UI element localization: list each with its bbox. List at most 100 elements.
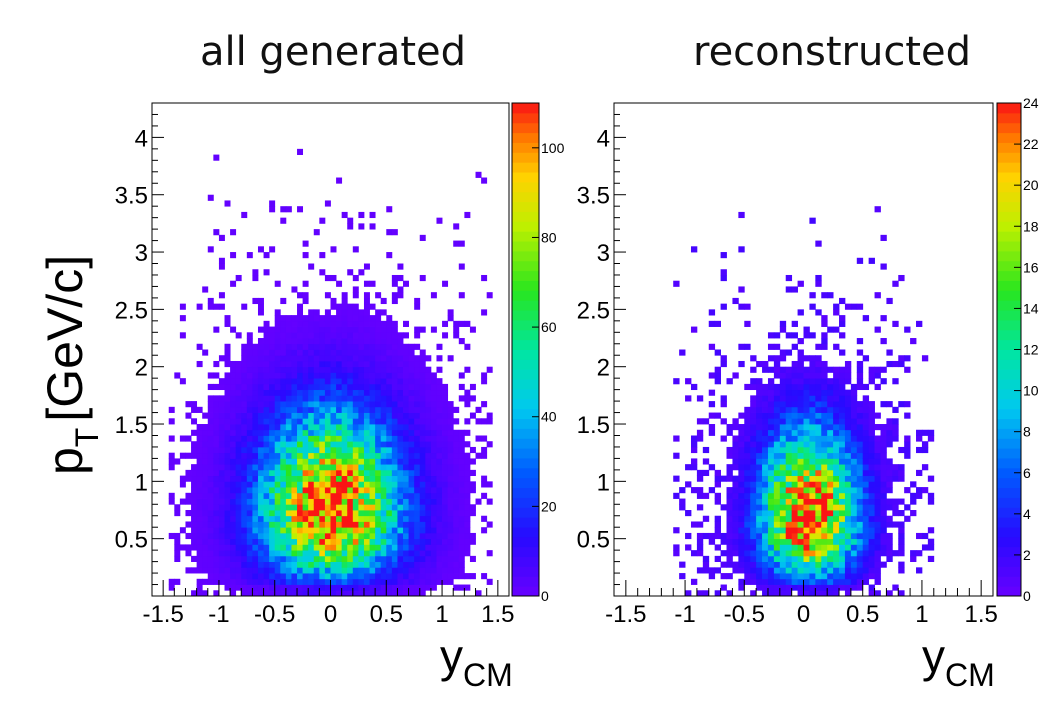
- colorbar-swatch: [512, 181, 539, 193]
- heatmap-cell: [213, 527, 220, 534]
- heatmap-cell: [458, 338, 465, 345]
- heatmap-cell: [274, 521, 281, 528]
- heatmap-cell: [218, 355, 225, 362]
- heatmap-cell: [397, 355, 404, 362]
- heatmap-cell: [319, 429, 326, 436]
- heatmap-cell: [324, 590, 331, 597]
- heatmap-cell: [191, 446, 198, 454]
- heatmap-cell: [892, 320, 899, 327]
- heatmap-cell: [762, 550, 769, 557]
- heatmap-cell: [714, 469, 721, 477]
- heatmap-cell: [726, 446, 733, 454]
- heatmap-cell: [453, 469, 460, 477]
- heatmap-cell: [319, 252, 326, 259]
- heatmap-cell: [269, 206, 276, 213]
- heatmap-cell: [363, 550, 370, 557]
- heatmap-cell: [773, 573, 781, 580]
- heatmap-cell: [738, 360, 745, 368]
- heatmap-cell: [916, 446, 923, 454]
- colorbar-swatch: [997, 201, 1021, 212]
- heatmap-cell: [791, 360, 798, 368]
- heatmap-cell: [347, 469, 354, 477]
- heatmap-cell: [827, 292, 834, 299]
- heatmap-cell: [414, 303, 421, 310]
- heatmap-cell: [430, 555, 437, 562]
- heatmap-cell: [380, 326, 387, 333]
- heatmap-cell: [425, 372, 432, 379]
- heatmap-cell: [391, 229, 398, 236]
- heatmap-cell: [791, 544, 798, 551]
- heatmap-cell: [352, 378, 359, 385]
- heatmap-cell: [308, 315, 315, 322]
- heatmap-cell: [750, 527, 757, 534]
- heatmap-cell: [397, 412, 404, 419]
- heatmap-cell: [844, 452, 852, 459]
- heatmap-cell: [803, 464, 810, 471]
- heatmap-cell: [230, 464, 237, 471]
- heatmap-cell: [756, 538, 763, 545]
- heatmap-cell: [803, 492, 810, 499]
- heatmap-cell: [815, 343, 822, 350]
- heatmap-cell: [375, 590, 382, 597]
- heatmap-cell: [302, 550, 309, 557]
- heatmap-cell: [207, 510, 214, 517]
- heatmap-cell: [874, 424, 881, 431]
- heatmap-cell: [375, 573, 382, 580]
- heatmap-cell: [257, 418, 264, 425]
- heatmap-cell: [302, 544, 309, 551]
- heatmap-cell: [833, 309, 840, 316]
- heatmap-cell: [839, 498, 846, 505]
- heatmap-cell: [308, 510, 315, 517]
- heatmap-cell: [391, 326, 398, 333]
- heatmap-cell: [230, 492, 237, 499]
- heatmap-cell: [341, 366, 348, 373]
- heatmap-cell: [874, 567, 881, 574]
- heatmap-cell: [815, 578, 822, 585]
- heatmap-cell: [408, 469, 415, 477]
- heatmap-cell: [874, 578, 881, 585]
- heatmap-cell: [330, 406, 337, 413]
- heatmap-cell: [833, 510, 840, 517]
- heatmap-cell: [341, 349, 348, 356]
- heatmap-cell: [391, 504, 398, 511]
- heatmap-cell: [880, 464, 887, 471]
- heatmap-cell: [714, 378, 721, 385]
- heatmap-cell: [369, 532, 376, 540]
- heatmap-cell: [291, 389, 298, 396]
- heatmap-cell: [408, 498, 415, 505]
- heatmap-cell: [419, 424, 426, 431]
- heatmap-cell: [297, 349, 304, 356]
- heatmap-cell: [744, 424, 751, 431]
- heatmap-cell: [285, 567, 292, 574]
- heatmap-cell: [202, 521, 209, 528]
- heatmap-cell: [458, 429, 465, 436]
- heatmap-cell: [230, 544, 237, 551]
- heatmap-cell: [408, 590, 415, 597]
- heatmap-cell: [464, 452, 471, 459]
- heatmap-cell: [425, 550, 432, 557]
- heatmap-cell: [191, 521, 198, 528]
- heatmap-cell: [352, 550, 359, 557]
- heatmap-cell: [442, 458, 449, 465]
- heatmap-cell: [874, 475, 881, 482]
- heatmap-cell: [898, 510, 905, 517]
- heatmap-cell: [274, 401, 281, 408]
- heatmap-cell: [375, 458, 382, 465]
- heatmap-cell: [252, 584, 259, 591]
- x-tick-label: 1.5: [481, 601, 514, 628]
- heatmap-cell: [213, 544, 220, 551]
- heatmap-cell: [403, 343, 409, 350]
- heatmap-cell: [257, 412, 264, 419]
- heatmap-cell: [856, 544, 864, 551]
- heatmap-cell: [297, 424, 304, 431]
- heatmap-cell: [791, 429, 798, 436]
- x-tick-label: -1.5: [142, 601, 183, 628]
- heatmap-cell: [241, 366, 248, 373]
- heatmap-cell: [408, 532, 415, 540]
- heatmap-cell: [750, 378, 757, 385]
- heatmap-cell: [720, 395, 727, 402]
- heatmap-cell: [324, 550, 331, 557]
- heatmap-cell: [850, 435, 858, 442]
- heatmap-cell: [230, 510, 237, 517]
- heatmap-cell: [403, 584, 409, 591]
